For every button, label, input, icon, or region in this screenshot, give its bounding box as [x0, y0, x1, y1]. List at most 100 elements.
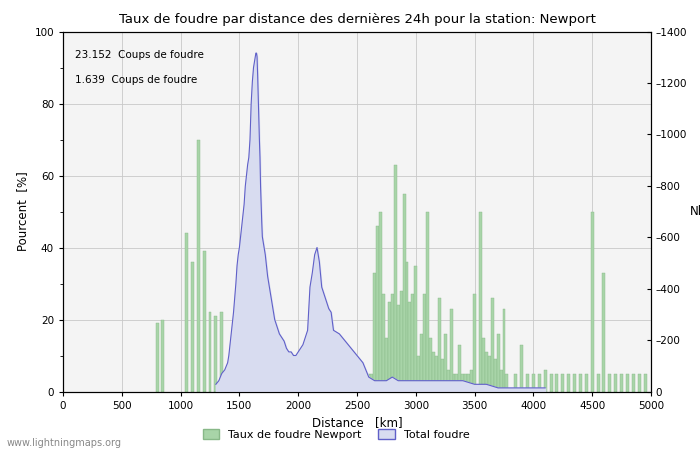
Bar [632, 374, 635, 392]
Bar [312, 374, 314, 392]
Y-axis label: Nb: Nb [690, 205, 700, 218]
Bar [420, 334, 423, 392]
Bar [317, 374, 321, 392]
Bar [332, 374, 335, 392]
Bar [226, 374, 229, 392]
Bar [544, 370, 547, 392]
Bar [429, 338, 432, 392]
Bar [438, 298, 441, 392]
Title: Taux de foudre par distance des dernières 24h pour la station: Newport: Taux de foudre par distance des dernière… [118, 13, 596, 26]
Bar [468, 374, 470, 392]
Bar [447, 370, 449, 392]
Bar [615, 374, 617, 392]
Bar [235, 370, 238, 392]
Bar [285, 374, 288, 392]
Y-axis label: Pourcent  [%]: Pourcent [%] [16, 171, 29, 252]
Bar [276, 374, 279, 392]
Bar [353, 374, 356, 392]
Bar [305, 374, 309, 392]
Bar [414, 266, 417, 392]
Bar [491, 298, 494, 392]
Bar [596, 374, 600, 392]
Bar [250, 359, 253, 392]
Bar [461, 374, 464, 392]
Bar [346, 374, 350, 392]
Bar [397, 305, 400, 392]
Bar [532, 374, 535, 392]
Bar [644, 374, 647, 392]
Bar [335, 374, 338, 392]
Bar [388, 302, 391, 392]
Bar [464, 374, 468, 392]
Bar [603, 273, 606, 392]
Bar [229, 370, 232, 392]
Bar [185, 233, 188, 392]
Bar [244, 370, 246, 392]
Bar [321, 374, 323, 392]
Bar [232, 359, 235, 392]
Bar [191, 262, 194, 392]
Text: 1.639  Coups de foudre: 1.639 Coups de foudre [75, 75, 197, 85]
Bar [556, 374, 559, 392]
Bar [203, 251, 206, 392]
Bar [444, 334, 447, 392]
Bar [412, 294, 414, 392]
Bar [620, 374, 623, 392]
Bar [162, 320, 164, 392]
Bar [608, 374, 611, 392]
Bar [323, 374, 326, 392]
Text: www.lightningmaps.org: www.lightningmaps.org [7, 438, 122, 448]
Bar [458, 345, 461, 392]
Bar [400, 291, 402, 392]
Bar [441, 359, 444, 392]
Bar [279, 374, 282, 392]
Text: 23.152  Coups de foudre: 23.152 Coups de foudre [75, 50, 204, 59]
Bar [567, 374, 570, 392]
Bar [505, 374, 508, 392]
Bar [409, 302, 412, 392]
Bar [500, 370, 503, 392]
Bar [197, 140, 199, 392]
Bar [488, 356, 491, 392]
Bar [417, 356, 420, 392]
Bar [470, 370, 473, 392]
Bar [485, 352, 488, 392]
Bar [479, 212, 482, 392]
Legend: Taux de foudre Newport, Total foudre: Taux de foudre Newport, Total foudre [198, 425, 474, 445]
Bar [297, 374, 300, 392]
Bar [503, 309, 505, 392]
Bar [497, 334, 500, 392]
Bar [432, 352, 435, 392]
Bar [368, 374, 370, 392]
Bar [273, 374, 276, 392]
Bar [482, 338, 485, 392]
Bar [456, 374, 458, 392]
Bar [267, 370, 270, 392]
Bar [626, 374, 629, 392]
Bar [356, 374, 358, 392]
Bar [382, 294, 385, 392]
Bar [256, 374, 258, 392]
Bar [350, 374, 353, 392]
Bar [402, 194, 405, 392]
Bar [262, 370, 265, 392]
Bar [294, 374, 297, 392]
Bar [338, 356, 341, 392]
Bar [241, 374, 244, 392]
Bar [270, 374, 273, 392]
Bar [209, 312, 211, 392]
Bar [514, 374, 517, 392]
Bar [405, 262, 409, 392]
Bar [423, 294, 426, 392]
Bar [214, 316, 218, 392]
Bar [573, 374, 576, 392]
Bar [520, 345, 523, 392]
Bar [391, 294, 393, 392]
Bar [473, 294, 476, 392]
Bar [452, 374, 456, 392]
Bar [538, 374, 541, 392]
Bar [258, 370, 262, 392]
Bar [561, 374, 564, 392]
Bar [376, 226, 379, 392]
Bar [591, 212, 594, 392]
